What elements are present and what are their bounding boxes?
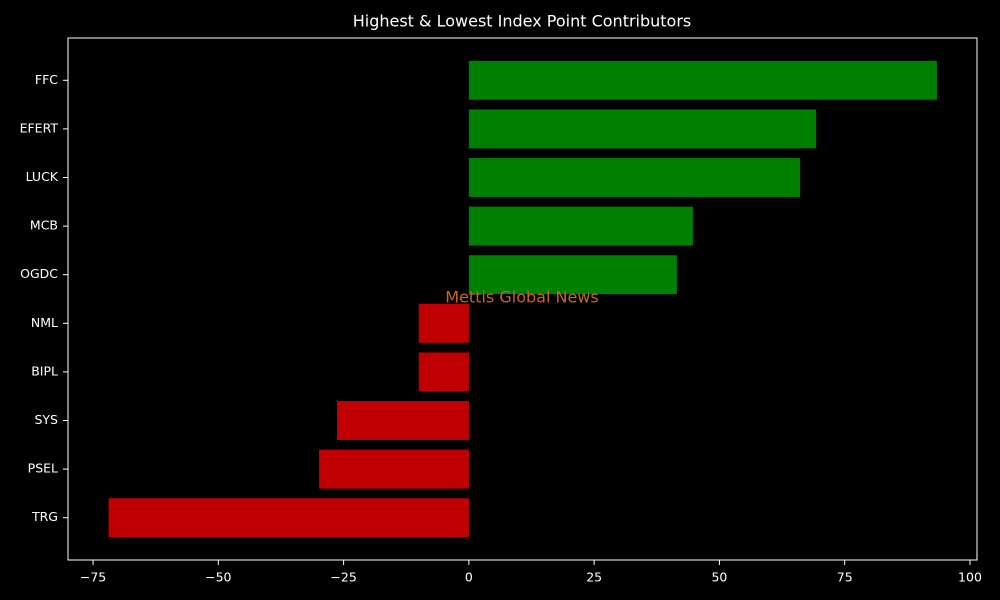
chart-title: Highest & Lowest Index Point Contributor…	[353, 12, 692, 31]
x-tick-label: 25	[586, 570, 602, 585]
bar	[337, 401, 469, 440]
x-tick-label: −50	[205, 570, 231, 585]
bar	[468, 255, 677, 295]
y-tick-label: LUCK	[26, 169, 59, 184]
x-tick-label: −25	[330, 570, 356, 585]
bar	[418, 303, 469, 343]
x-tick-label: 0	[465, 570, 473, 585]
y-tick-label: NML	[31, 315, 58, 330]
y-tick-label: PSEL	[28, 461, 58, 476]
bar	[468, 206, 693, 246]
x-tick-label: −75	[80, 570, 106, 585]
y-tick-label: BIPL	[31, 363, 58, 378]
y-tick-label: SYS	[34, 412, 58, 427]
bar	[468, 109, 817, 149]
x-tick-label: 100	[958, 570, 982, 585]
y-tick-label: MCB	[30, 218, 58, 233]
y-tick-label: OGDC	[20, 266, 58, 281]
x-tick-label: 50	[711, 570, 727, 585]
y-tick-label: EFERT	[20, 120, 59, 135]
bar	[468, 158, 801, 197]
bar	[108, 498, 469, 538]
watermark: Mettis Global News	[445, 288, 598, 307]
bar	[418, 352, 469, 392]
bar	[319, 449, 469, 489]
bar	[468, 60, 937, 100]
x-tick-label: 75	[837, 570, 853, 585]
plot-frame	[67, 37, 978, 561]
y-tick-label: FFC	[35, 72, 58, 87]
y-tick-label: TRG	[31, 509, 58, 524]
